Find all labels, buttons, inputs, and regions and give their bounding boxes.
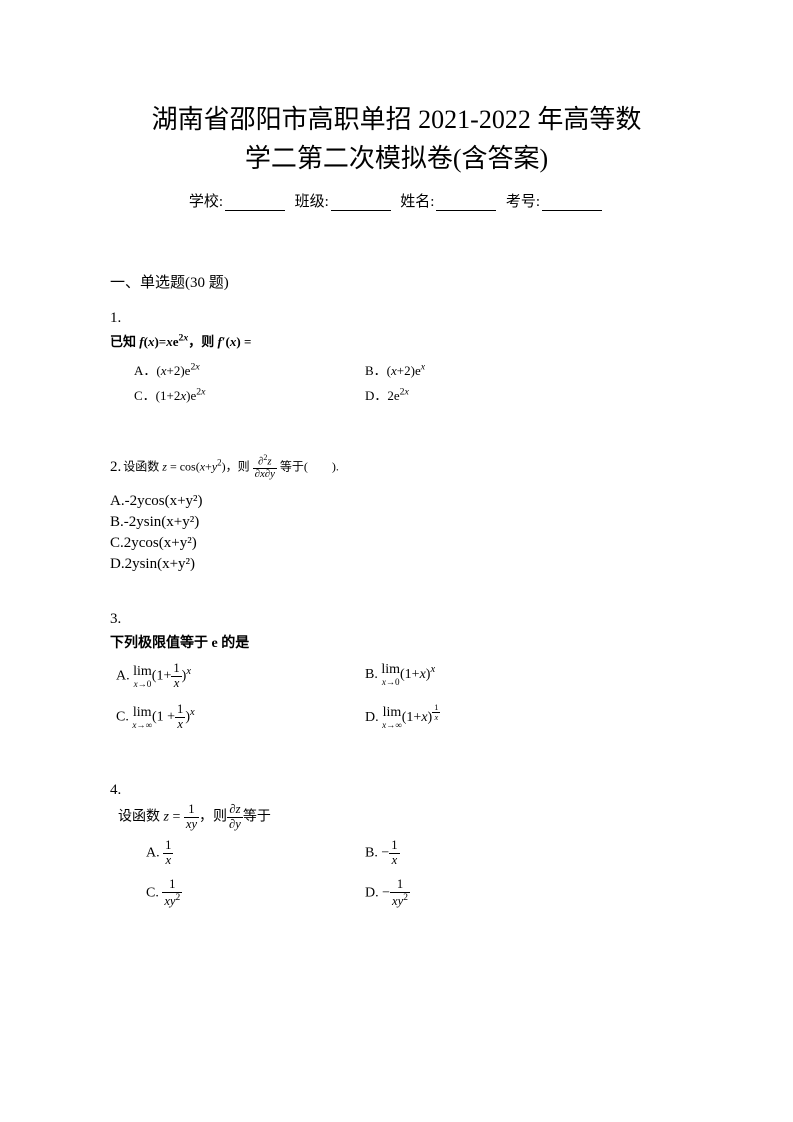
q4-stem-suffix: 等于 [243,809,271,824]
q4-stem-middle: ，则 [199,809,227,824]
q2-option-d: D.2ysin(x+y²) [110,554,683,575]
q4-option-a: A. 1x [110,839,365,868]
q3-options-row-1: A. limx→0(1+1x)x B. limx→0(1+x)x [110,662,683,691]
q3-option-d: D. limx→∞(1+x)1x [365,703,683,732]
question-4: 4. 设函数 z = 1xy，则∂z∂y等于 A. 1x B. −1x C. 1… [110,782,683,909]
q1-options-row-1: A．(x+2)e2x B．(x+2)ex [110,360,683,379]
q1-stem-prefix: 已知 [110,334,136,349]
q3-option-c: C. limx→∞(1 +1x)x [110,703,365,732]
q4-optd-label: D. [365,886,379,901]
q4-option-d: D. −1xy2 [365,878,683,909]
question-3: 3. 下列极限值等于 e 的是 A. limx→0(1+1x)x B. limx… [110,611,683,731]
q1-optb-label: B． [365,363,387,378]
question-2: 2. 设函数 z = cos(x+y2)，则 ∂2z∂x∂y 等于( ). A.… [110,454,683,575]
id-blank [542,195,602,211]
q3-optd-label: D. [365,710,379,725]
title-line-1: 湖南省邵阳市高职单招 2021-2022 年高等数 [152,105,642,134]
q4-stem-prefix: 设函数 [118,809,160,824]
q2-stem-prefix: 设函数 [123,459,159,473]
q1-option-a: A．(x+2)e2x [110,360,365,379]
q2-header-line: 2. 设函数 z = cos(x+y2)，则 ∂2z∂x∂y 等于( ). [110,454,683,481]
q1-options-row-2: C．(1+2x)e2x D．2e2x [110,385,683,404]
student-info-line: 学校: 班级: 姓名: 考号: [110,190,683,211]
q2-option-b: B.-2ysin(x+y²) [110,512,683,533]
school-label: 学校: [189,194,223,210]
q4-stem: 设函数 z = 1xy，则∂z∂y等于 [110,803,683,832]
q4-options-row-1: A. 1x B. −1x [110,839,683,868]
q2-options: A.-2ycos(x+y²) B.-2ysin(x+y²) C.2ycos(x+… [110,491,683,575]
exam-title: 湖南省邵阳市高职单招 2021-2022 年高等数 学二第二次模拟卷(含答案) [110,100,683,178]
section-header: 一、单选题(30 题) [110,271,683,292]
q2-partial-fraction: ∂2z∂x∂y [253,454,277,481]
q3-option-a: A. limx→0(1+1x)x [110,662,365,691]
q4-option-c: C. 1xy2 [110,878,365,909]
q4-optc-label: C. [146,886,159,901]
q1-optd-label: D． [365,388,387,403]
q2-stem-middle: ，则 [226,459,250,473]
q3-stem: 下列极限值等于 e 的是 [110,632,683,652]
q4-optb-label: B. [365,846,378,861]
q3-opta-label: A. [116,669,130,684]
class-blank [331,195,391,211]
school-blank [225,195,285,211]
q3-options-row-2: C. limx→∞(1 +1x)x D. limx→∞(1+x)1x [110,703,683,732]
class-label: 班级: [295,194,329,210]
q1-option-d: D．2e2x [365,385,683,404]
q1-opta-label: A． [134,363,156,378]
q1-option-c: C．(1+2x)e2x [110,385,365,404]
id-label: 考号: [506,194,540,210]
q4-option-b: B. −1x [365,839,683,868]
q3-optb-label: B. [365,667,378,682]
q4-options-row-2: C. 1xy2 D. −1xy2 [110,878,683,909]
q1-option-b: B．(x+2)ex [365,360,683,379]
question-1: 1. 已知 f(x)=xe2x，则 f′(x) = A．(x+2)e2x B．(… [110,310,683,404]
q2-option-c: C.2ycos(x+y²) [110,533,683,554]
q2-stem-suffix: 等于( ). [280,459,339,473]
q3-optc-label: C. [116,710,129,725]
q3-stem-text: 下列极限值等于 e 的是 [110,636,249,651]
name-blank [436,195,496,211]
q1-optc-label: C． [134,388,156,403]
q2-number: 2. [110,459,121,476]
name-label: 姓名: [400,194,434,210]
q1-stem: 已知 f(x)=xe2x，则 f′(x) = [110,331,683,350]
q1-stem-suffix: = [241,334,252,349]
q2-option-a: A.-2ycos(x+y²) [110,491,683,512]
title-line-2: 学二第二次模拟卷(含答案) [245,144,548,173]
q2-stem: 设函数 z = cos(x+y2)，则 ∂2z∂x∂y 等于( ). [123,454,339,481]
q1-stem-middle: ，则 [188,334,214,349]
q4-number: 4. [110,782,683,799]
q4-opta-label: A. [146,846,160,861]
q3-option-b: B. limx→0(1+x)x [365,662,683,691]
q3-number: 3. [110,611,683,628]
q1-number: 1. [110,310,683,327]
